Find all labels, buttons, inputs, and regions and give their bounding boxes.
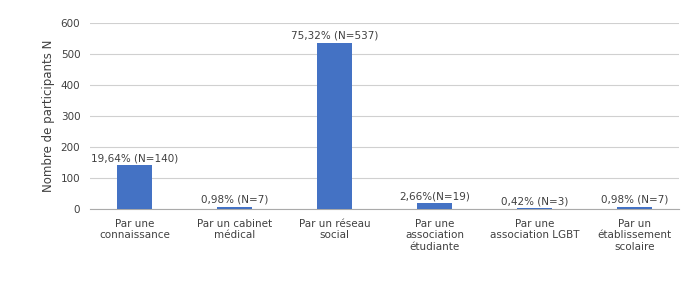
Bar xyxy=(217,207,252,209)
Text: 75,32% (N=537): 75,32% (N=537) xyxy=(291,31,378,41)
Text: 0,42% (N=3): 0,42% (N=3) xyxy=(501,196,568,206)
Bar xyxy=(417,203,452,209)
Bar xyxy=(117,166,152,209)
Bar xyxy=(317,43,352,209)
Text: 0,98% (N=7): 0,98% (N=7) xyxy=(601,195,669,205)
Bar xyxy=(617,207,652,209)
Text: 0,98% (N=7): 0,98% (N=7) xyxy=(201,195,268,205)
Y-axis label: Nombre de participants N: Nombre de participants N xyxy=(42,40,55,192)
Text: 19,64% (N=140): 19,64% (N=140) xyxy=(91,154,178,164)
Text: 2,66%(N=19): 2,66%(N=19) xyxy=(399,191,470,201)
Bar xyxy=(517,208,552,209)
